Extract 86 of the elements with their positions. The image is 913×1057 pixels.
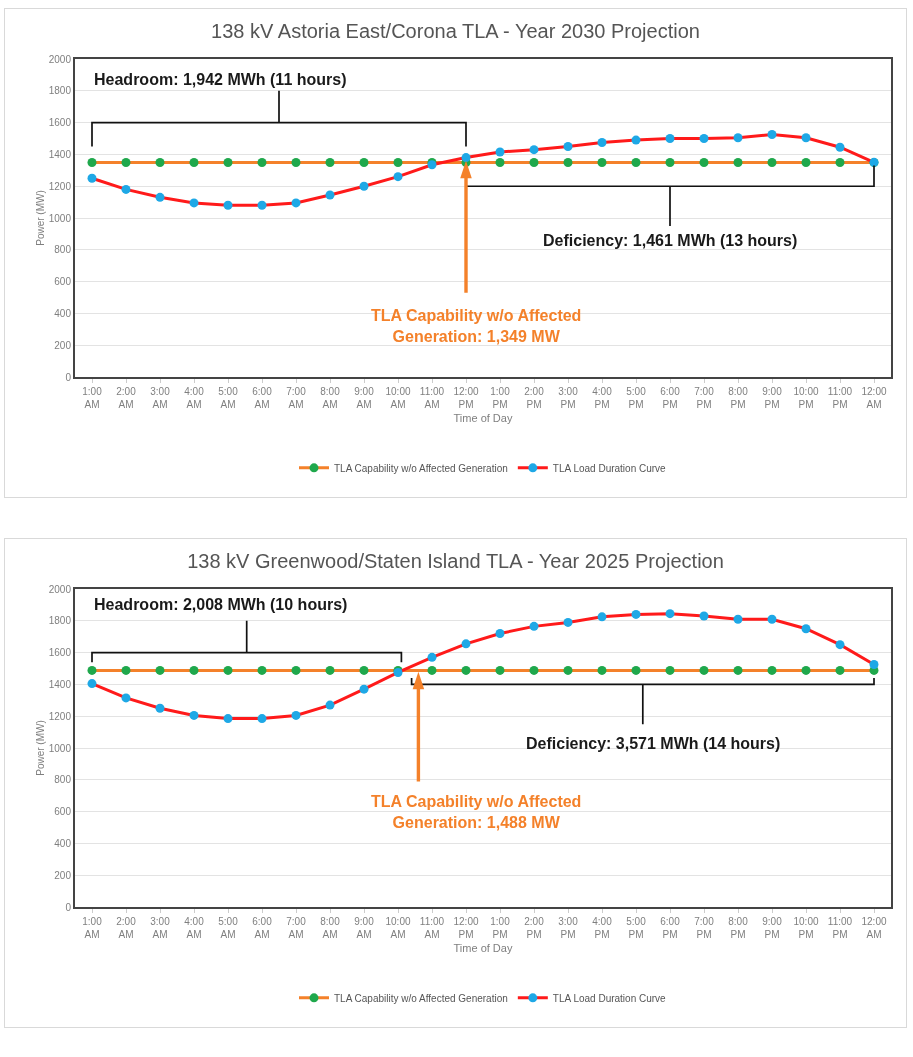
y-tick-label: 1400 bbox=[48, 678, 72, 690]
x-tick-label: 1:00 PM bbox=[490, 386, 511, 410]
annotation: Deficiency: 1,461 MWh (13 hours) bbox=[543, 232, 798, 249]
x-tick-label: 7:00 PM bbox=[694, 386, 715, 410]
x-tick-label: 12:00 PM bbox=[453, 916, 479, 940]
x-tick-label: 2:00 PM bbox=[524, 916, 545, 940]
y-tick-label: 400 bbox=[54, 837, 72, 849]
y-tick-label: 200 bbox=[54, 339, 72, 351]
annotation: TLA Capability w/o Affected Generation: 1,349 MW bbox=[371, 307, 582, 345]
x-tick-label: 11:00 PM bbox=[827, 916, 853, 940]
x-tick-label: 11:00 AM bbox=[419, 916, 445, 940]
x-tick-label: 12:00 AM bbox=[861, 916, 887, 940]
x-tick-label: 9:00 PM bbox=[762, 916, 783, 940]
y-tick-label: 200 bbox=[54, 869, 72, 881]
x-tick-label: 2:00 AM bbox=[116, 916, 137, 940]
y-tick-label: 800 bbox=[54, 774, 72, 786]
x-tick-label: 4:00 AM bbox=[184, 386, 205, 410]
x-tick-label: 4:00 AM bbox=[184, 916, 205, 940]
y-axis-title: Power (MW) bbox=[35, 190, 46, 246]
y-tick-label: 1000 bbox=[48, 212, 72, 224]
x-tick-label: 10:00 PM bbox=[793, 386, 819, 410]
y-tick-label: 2000 bbox=[48, 583, 72, 595]
x-tick-label: 9:00 AM bbox=[354, 386, 375, 410]
x-tick-label: 11:00 AM bbox=[419, 386, 445, 410]
annotation: Headroom: 1,942 MWh (11 hours) bbox=[94, 71, 347, 88]
x-tick-label: 10:00 PM bbox=[793, 916, 819, 940]
x-tick-label: 1:00 AM bbox=[82, 386, 103, 410]
y-tick-label: 1000 bbox=[48, 742, 72, 754]
x-tick-label: 7:00 AM bbox=[286, 916, 307, 940]
legend-label: TLA Capability w/o Affected Generation bbox=[334, 462, 508, 474]
legend-label: TLA Load Duration Curve bbox=[552, 462, 667, 474]
chart-title: 138 kV Greenwood/Staten Island TLA - Year 2025 Projection bbox=[187, 549, 724, 572]
y-tick-label: 800 bbox=[54, 244, 72, 256]
x-tick-label: 8:00 PM bbox=[728, 386, 749, 410]
x-tick-label: 3:00 PM bbox=[558, 916, 579, 940]
x-tick-label: 2:00 PM bbox=[524, 386, 545, 410]
x-tick-label: 8:00 PM bbox=[728, 916, 749, 940]
y-tick-label: 1200 bbox=[48, 710, 72, 722]
legend-label: TLA Load Duration Curve bbox=[552, 992, 667, 1004]
x-tick-label: 5:00 PM bbox=[626, 386, 647, 410]
y-tick-label: 1200 bbox=[48, 180, 72, 192]
x-tick-label: 9:00 AM bbox=[354, 916, 375, 940]
x-tick-label: 5:00 PM bbox=[626, 916, 647, 940]
x-tick-label: 6:00 PM bbox=[660, 386, 681, 410]
x-axis-title: Time of Day bbox=[453, 412, 513, 424]
x-axis-title: Time of Day bbox=[453, 942, 513, 954]
x-tick-label: 3:00 AM bbox=[150, 916, 171, 940]
y-tick-label: 1800 bbox=[48, 615, 72, 627]
annotation: Headroom: 2,008 MWh (10 hours) bbox=[94, 596, 348, 613]
x-tick-label: 2:00 AM bbox=[116, 386, 137, 410]
y-tick-label: 0 bbox=[65, 371, 72, 383]
x-tick-label: 1:00 PM bbox=[490, 916, 511, 940]
y-tick-label: 2000 bbox=[48, 53, 72, 65]
y-tick-label: 400 bbox=[54, 307, 72, 319]
x-tick-label: 10:00 AM bbox=[385, 916, 411, 940]
y-tick-label: 1600 bbox=[48, 117, 72, 129]
x-tick-label: 1:00 AM bbox=[82, 916, 103, 940]
x-tick-label: 11:00 PM bbox=[827, 386, 853, 410]
x-tick-label: 5:00 AM bbox=[218, 386, 239, 410]
y-axis-title: Power (MW) bbox=[35, 720, 46, 776]
x-tick-label: 6:00 PM bbox=[660, 916, 681, 940]
y-tick-label: 1400 bbox=[48, 148, 72, 160]
x-tick-label: 8:00 AM bbox=[320, 386, 341, 410]
y-tick-label: 600 bbox=[54, 806, 72, 818]
x-tick-label: 6:00 AM bbox=[252, 916, 273, 940]
x-tick-label: 9:00 PM bbox=[762, 386, 783, 410]
annotation: Deficiency: 3,571 MWh (14 hours) bbox=[526, 735, 781, 752]
chart-title: 138 kV Astoria East/Corona TLA - Year 2030 Projection bbox=[211, 19, 700, 42]
y-tick-label: 0 bbox=[65, 901, 72, 913]
legend-label: TLA Capability w/o Affected Generation bbox=[334, 992, 508, 1004]
x-tick-label: 12:00 AM bbox=[861, 386, 887, 410]
x-tick-label: 5:00 AM bbox=[218, 916, 239, 940]
x-tick-label: 3:00 AM bbox=[150, 386, 171, 410]
x-tick-label: 7:00 PM bbox=[694, 916, 715, 940]
x-tick-label: 4:00 PM bbox=[592, 386, 613, 410]
y-tick-label: 600 bbox=[54, 276, 72, 288]
x-tick-label: 4:00 PM bbox=[592, 916, 613, 940]
x-tick-label: 7:00 AM bbox=[286, 386, 307, 410]
y-tick-label: 1600 bbox=[48, 647, 72, 659]
annotation: TLA Capability w/o Affected Generation: 1,488 MW bbox=[371, 793, 582, 831]
x-tick-label: 6:00 AM bbox=[252, 386, 273, 410]
x-tick-label: 8:00 AM bbox=[320, 916, 341, 940]
x-tick-label: 10:00 AM bbox=[385, 386, 411, 410]
x-tick-label: 3:00 PM bbox=[558, 386, 579, 410]
y-tick-label: 1800 bbox=[48, 85, 72, 97]
x-tick-label: 12:00 PM bbox=[453, 386, 479, 410]
